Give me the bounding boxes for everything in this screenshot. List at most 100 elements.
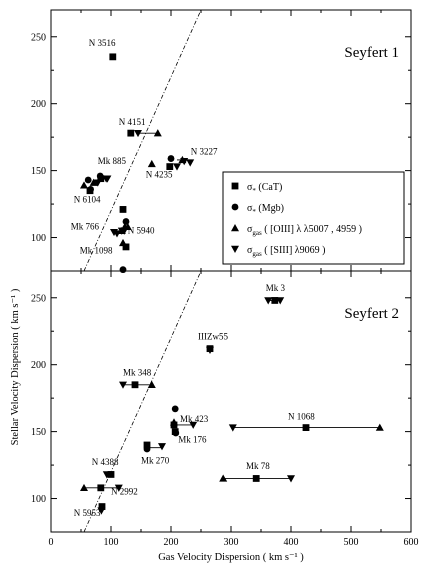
object-label: Mk 885 <box>98 156 127 166</box>
data-point-triangle-down <box>287 475 295 483</box>
data-point-circle <box>172 429 180 437</box>
x-tick-label: 100 <box>104 537 119 548</box>
object-label: N 3227 <box>191 147 218 157</box>
data-point-square <box>127 129 135 137</box>
x-tick-label: 400 <box>284 537 299 548</box>
legend-item: σ* (CaT) <box>247 182 282 195</box>
x-tick-label: 200 <box>164 537 179 548</box>
object-label: Mk 78 <box>246 461 270 471</box>
data-point-triangle-down <box>180 158 189 166</box>
data-point-square <box>122 243 130 251</box>
y-tick-label: 100 <box>31 233 46 244</box>
data-point-square <box>107 471 115 478</box>
y-tick-label: 200 <box>31 360 46 371</box>
object-label: Mk 423 <box>180 414 209 424</box>
data-point-square <box>98 503 106 510</box>
x-tick-label: 600 <box>404 537 419 548</box>
data-point-circle <box>119 266 127 274</box>
x-axis-label: Gas Velocity Dispersion ( km s⁻¹ ) <box>158 552 304 563</box>
object-label: N 4388 <box>92 457 119 467</box>
data-point-triangle-up <box>375 423 384 431</box>
data-point-triangle-down <box>173 163 181 171</box>
data-point-square <box>119 206 127 213</box>
data-point-square <box>271 297 279 304</box>
data-point-triangle-down <box>102 471 111 479</box>
data-point-triangle-up <box>219 474 228 482</box>
y-tick-label: 200 <box>31 99 46 110</box>
data-point-triangle-down <box>110 228 118 237</box>
data-point-triangle-down <box>97 507 106 515</box>
y-axis-label: Stellar Velocity Dispersion ( km s⁻¹ ) <box>10 288 21 445</box>
y-tick-label: 150 <box>31 166 46 177</box>
x-tick-label: 500 <box>344 537 359 548</box>
object-label: N 4151 <box>119 117 146 127</box>
y-tick-label: 100 <box>31 494 46 505</box>
data-point-triangle-up <box>80 181 88 189</box>
data-point-triangle-down <box>120 227 129 235</box>
object-label: N 5953 <box>74 508 101 518</box>
y-tick-label: 250 <box>31 293 46 304</box>
data-point-triangle-down <box>264 297 273 305</box>
data-point-triangle-down <box>186 159 195 167</box>
object-label: Mk 348 <box>123 367 152 377</box>
object-label: IIIZw55 <box>198 331 228 341</box>
data-point-square <box>166 163 174 170</box>
legend <box>222 171 405 265</box>
y-tick-label: 150 <box>31 427 46 438</box>
legend-item: σgas ( [OIII] λ λ5007 , 4959 ) <box>247 224 362 237</box>
legend-item: σ* (Mgb) <box>247 203 284 216</box>
data-point-square <box>252 475 260 482</box>
object-label: N 3516 <box>89 38 116 48</box>
data-point-circle <box>143 445 151 453</box>
object-label: N 2992 <box>111 487 138 497</box>
data-point-square <box>109 53 117 61</box>
data-point-triangle-down <box>189 421 198 429</box>
data-point-circle <box>171 405 179 413</box>
data-point-triangle-down <box>206 346 214 354</box>
one-to-one-line <box>83 270 202 533</box>
data-point-triangle-down <box>102 175 111 183</box>
one-to-one-line <box>83 9 202 272</box>
data-point-triangle-down <box>134 129 142 138</box>
data-point-triangle-up <box>147 159 156 168</box>
data-point-circle <box>84 176 92 184</box>
panel-title: Seyfert 2 <box>344 306 399 322</box>
data-point-triangle-down <box>114 484 123 492</box>
data-point-square <box>302 424 310 431</box>
object-label: Mk 270 <box>141 456 170 466</box>
data-point-square <box>143 441 151 449</box>
panel-title: Seyfert 1 <box>344 45 399 61</box>
data-point-circle <box>167 155 175 162</box>
data-point-circle <box>96 172 104 180</box>
y-tick-label: 250 <box>31 32 46 43</box>
data-point-triangle-up <box>89 178 98 186</box>
data-point-square <box>97 484 105 492</box>
object-label: Mk 176 <box>178 434 207 444</box>
data-point-triangle-down <box>158 443 166 451</box>
data-point-triangle-up <box>170 418 178 426</box>
seyfert1-panel: 100 150 200 250 N 3516 N 4151 N 3227 N 4235 Mk 8… <box>31 9 412 274</box>
data-point-triangle-up <box>153 129 162 137</box>
legend-item: σgas ( [SIII] λ9069 ) <box>247 245 325 258</box>
data-point-triangle-up <box>80 483 88 492</box>
data-point-triangle-down <box>119 381 127 389</box>
legend-marker-square <box>231 182 239 190</box>
legend-marker-triangle-up <box>231 224 239 232</box>
object-label: Mk 766 <box>71 222 100 232</box>
data-point-circle <box>87 185 94 193</box>
object-label: Mk 3 <box>266 283 286 293</box>
object-label: N 1068 <box>288 412 315 422</box>
legend-marker-triangle-down <box>231 245 239 253</box>
x-tick-label: 0 <box>49 537 54 548</box>
seyfert2-panel: 0 100 200 300 400 500 600 100 150 200 250 Mk 3 IIIZw… <box>31 270 419 548</box>
legend-marker-circle <box>231 203 239 211</box>
data-point-triangle-up <box>119 238 127 247</box>
object-label: N 4235 <box>146 169 173 179</box>
object-label: Mk 1098 <box>80 246 113 256</box>
data-point-triangle-down <box>276 297 285 305</box>
data-point-triangle-up <box>147 380 156 388</box>
data-point-triangle-down <box>228 424 237 432</box>
object-label: N 6104 <box>74 195 101 205</box>
data-point-triangle-down <box>93 179 102 187</box>
